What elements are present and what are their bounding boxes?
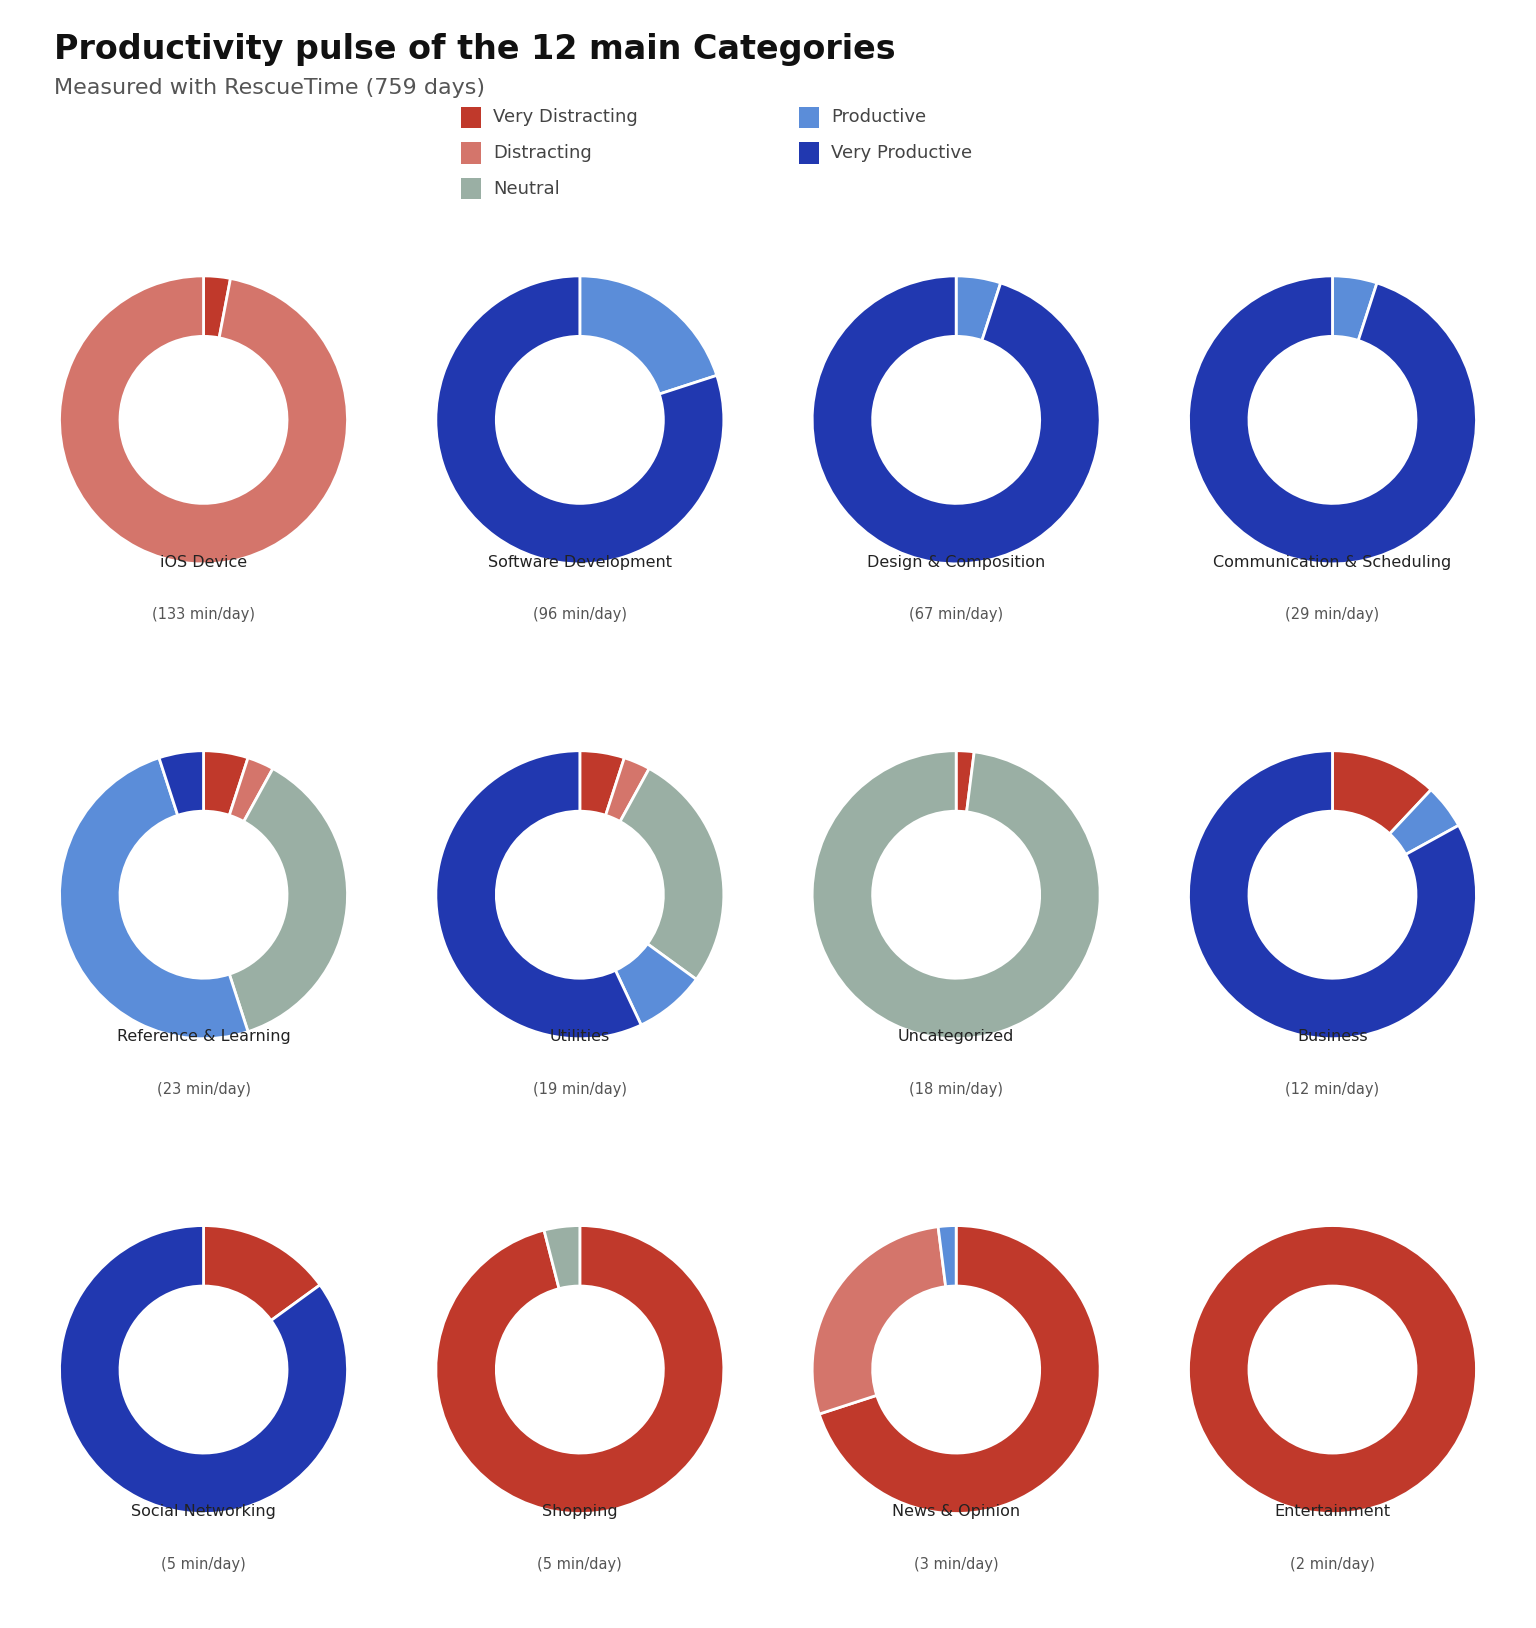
Text: (3 min/day): (3 min/day) (914, 1556, 998, 1571)
Wedge shape (955, 275, 1000, 340)
Wedge shape (616, 944, 696, 1026)
Wedge shape (1332, 275, 1376, 340)
Text: Business: Business (1298, 1029, 1367, 1045)
Text: (18 min/day): (18 min/day) (909, 1083, 1003, 1097)
Text: (67 min/day): (67 min/day) (909, 607, 1003, 622)
Wedge shape (60, 757, 247, 1039)
Text: (2 min/day): (2 min/day) (1290, 1556, 1375, 1571)
Wedge shape (203, 1226, 319, 1320)
Text: Social Networking: Social Networking (131, 1504, 276, 1519)
Wedge shape (813, 1228, 946, 1415)
Text: (133 min/day): (133 min/day) (152, 607, 255, 622)
Text: Very Productive: Very Productive (831, 143, 972, 163)
Text: (29 min/day): (29 min/day) (1286, 607, 1379, 622)
Wedge shape (579, 751, 624, 816)
Text: Software Development: Software Development (488, 555, 671, 570)
Wedge shape (160, 751, 204, 816)
Wedge shape (229, 768, 347, 1032)
Text: Utilities: Utilities (550, 1029, 610, 1045)
Text: iOS Device: iOS Device (160, 555, 247, 570)
Text: Productive: Productive (831, 107, 926, 127)
Wedge shape (605, 757, 650, 822)
Wedge shape (813, 751, 1100, 1039)
Text: Shopping: Shopping (542, 1504, 617, 1519)
Wedge shape (955, 751, 974, 812)
Wedge shape (819, 1226, 1100, 1514)
Text: (5 min/day): (5 min/day) (538, 1556, 622, 1571)
Text: News & Opinion: News & Opinion (892, 1504, 1020, 1519)
Wedge shape (1189, 751, 1476, 1039)
Wedge shape (544, 1226, 581, 1289)
Text: Communication & Scheduling: Communication & Scheduling (1213, 555, 1452, 570)
Text: (96 min/day): (96 min/day) (533, 607, 627, 622)
Wedge shape (203, 275, 230, 339)
Text: (5 min/day): (5 min/day) (161, 1556, 246, 1571)
Wedge shape (60, 275, 347, 563)
Wedge shape (621, 768, 723, 980)
Text: Entertainment: Entertainment (1275, 1504, 1390, 1519)
Wedge shape (203, 751, 247, 816)
Wedge shape (60, 1226, 347, 1514)
Wedge shape (436, 275, 723, 563)
Wedge shape (1189, 275, 1476, 563)
Text: Distracting: Distracting (493, 143, 591, 163)
Wedge shape (938, 1226, 957, 1286)
Text: Uncategorized: Uncategorized (899, 1029, 1014, 1045)
Text: Design & Composition: Design & Composition (866, 555, 1046, 570)
Text: Very Distracting: Very Distracting (493, 107, 637, 127)
Wedge shape (1332, 751, 1432, 834)
Wedge shape (813, 275, 1100, 563)
Text: Reference & Learning: Reference & Learning (117, 1029, 290, 1045)
Text: Neutral: Neutral (493, 179, 559, 199)
Wedge shape (229, 757, 273, 822)
Wedge shape (436, 751, 641, 1039)
Text: (23 min/day): (23 min/day) (157, 1083, 250, 1097)
Text: (19 min/day): (19 min/day) (533, 1083, 627, 1097)
Wedge shape (436, 1226, 723, 1514)
Text: (12 min/day): (12 min/day) (1286, 1083, 1379, 1097)
Text: Productivity pulse of the 12 main Categories: Productivity pulse of the 12 main Catego… (54, 33, 895, 65)
Wedge shape (1189, 1226, 1476, 1514)
Wedge shape (1390, 790, 1459, 855)
Wedge shape (579, 275, 717, 394)
Text: Measured with RescueTime (759 days): Measured with RescueTime (759 days) (54, 78, 485, 98)
